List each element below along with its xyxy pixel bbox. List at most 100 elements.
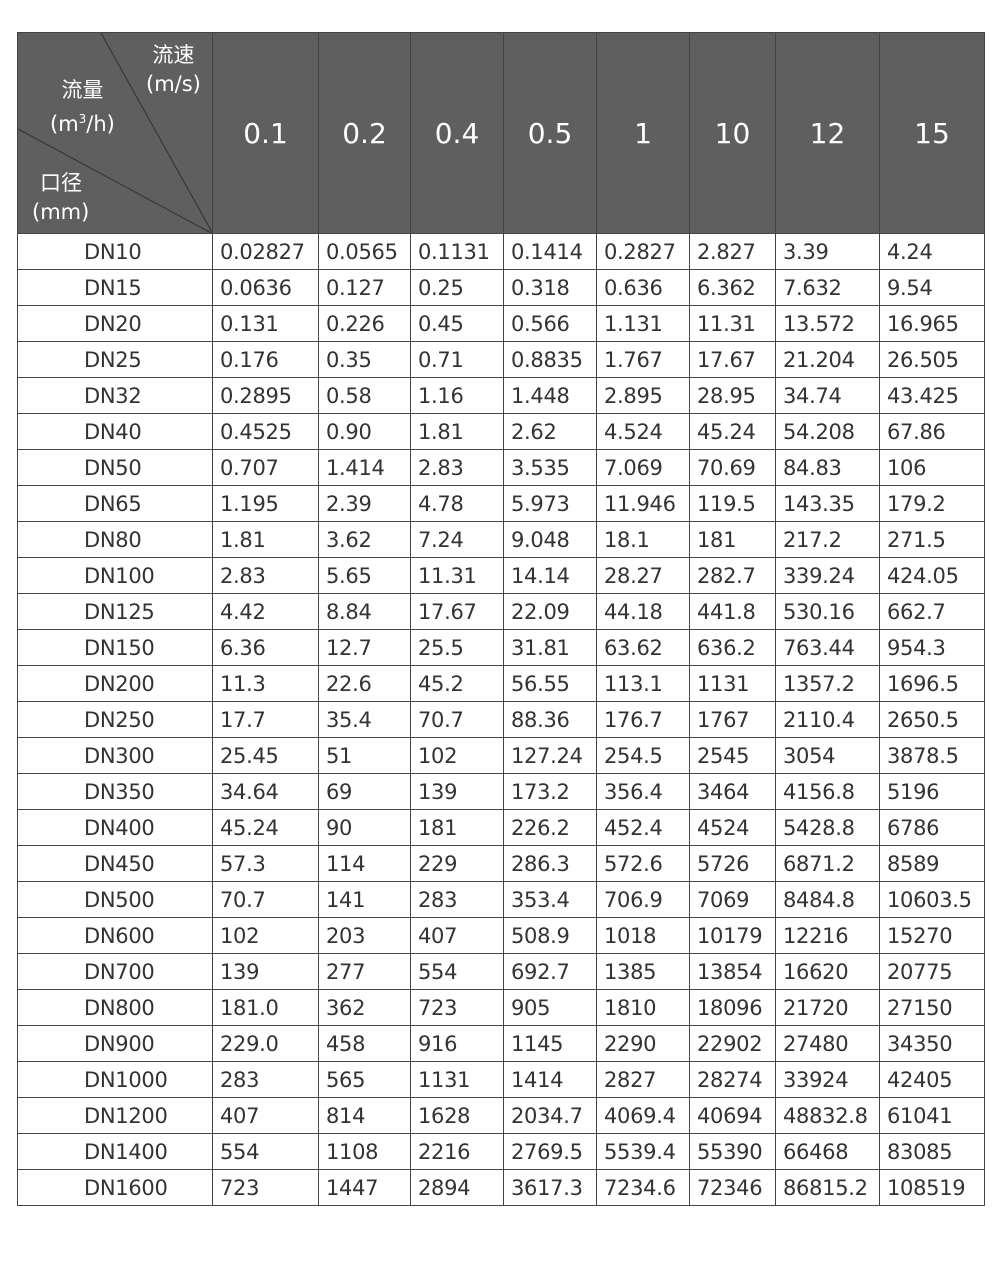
- flow-value-cell: 141: [318, 881, 411, 918]
- flow-value-cell: 1.16: [410, 377, 504, 414]
- flow-value-cell: 1357.2: [775, 665, 880, 702]
- flow-value-cell: 66468: [775, 1133, 880, 1170]
- flow-value-cell: 28.27: [596, 557, 690, 594]
- flow-value-cell: 54.208: [775, 413, 880, 450]
- table-row: DN350 34.64 69 139 173.2 356.4 3464 4156.8 5196: [17, 773, 985, 810]
- flow-value-cell: 44.18: [596, 593, 690, 630]
- table-row: DN40 0.4525 0.90 1.81 2.62 4.524 45.24 54.208 67…: [17, 413, 985, 450]
- flow-value-cell: 283: [410, 881, 504, 918]
- flow-value-cell: 10603.5: [879, 881, 985, 918]
- flow-value-cell: 1145: [503, 1025, 597, 1062]
- diameter-cell: DN250: [17, 701, 213, 738]
- flow-value-cell: 5428.8: [775, 809, 880, 846]
- flow-value-cell: 88.36: [503, 701, 597, 738]
- flow-value-cell: 90: [318, 809, 411, 846]
- flow-value-cell: 173.2: [503, 773, 597, 810]
- flow-value-cell: 70.7: [410, 701, 504, 738]
- flow-value-cell: 1447: [318, 1169, 411, 1206]
- flow-value-cell: 61041: [879, 1097, 985, 1134]
- flow-value-cell: 108519: [879, 1169, 985, 1206]
- table-row: DN400 45.24 90 181 226.2 452.4 4524 5428.8 6786: [17, 809, 985, 846]
- flow-value-cell: 2034.7: [503, 1097, 597, 1134]
- flow-value-cell: 0.35: [318, 341, 411, 378]
- flow-value-cell: 21720: [775, 989, 880, 1026]
- flow-value-cell: 458: [318, 1025, 411, 1062]
- flow-value-cell: 181: [689, 521, 776, 558]
- flow-value-cell: 0.226: [318, 305, 411, 342]
- flow-value-cell: 203: [318, 917, 411, 954]
- diameter-cell: DN800: [17, 989, 213, 1026]
- flow-value-cell: 139: [410, 773, 504, 810]
- header-row: 流速 (m/s) 流量 (m3/h) 口径 (mm) 0.1 0.2 0.4 0.5 1…: [17, 32, 985, 234]
- flow-value-cell: 8484.8: [775, 881, 880, 918]
- flow-value-cell: 1628: [410, 1097, 504, 1134]
- flow-value-cell: 0.1414: [503, 233, 597, 270]
- diameter-cell: DN1600: [17, 1169, 213, 1206]
- flow-value-cell: 407: [212, 1097, 319, 1134]
- flow-value-cell: 102: [212, 917, 319, 954]
- flow-value-cell: 34350: [879, 1025, 985, 1062]
- diameter-cell: DN1000: [17, 1061, 213, 1098]
- flow-value-cell: 27150: [879, 989, 985, 1026]
- velocity-header-10: 10: [689, 32, 776, 234]
- flow-value-cell: 2.62: [503, 413, 597, 450]
- flow-value-cell: 229.0: [212, 1025, 319, 1062]
- flow-value-cell: 0.58: [318, 377, 411, 414]
- flow-unit-tail: /h): [86, 112, 115, 136]
- diameter-cell: DN125: [17, 593, 213, 630]
- flow-value-cell: 127.24: [503, 737, 597, 774]
- flow-value-cell: 1.81: [410, 413, 504, 450]
- flow-value-cell: 45.24: [689, 413, 776, 450]
- velocity-header-12: 12: [775, 32, 880, 234]
- diameter-cell: DN80: [17, 521, 213, 558]
- flow-value-cell: 45.24: [212, 809, 319, 846]
- flow-value-cell: 16620: [775, 953, 880, 990]
- flow-value-cell: 356.4: [596, 773, 690, 810]
- flow-value-cell: 1810: [596, 989, 690, 1026]
- flow-value-cell: 282.7: [689, 557, 776, 594]
- diameter-cell: DN450: [17, 845, 213, 882]
- velocity-unit: (m/s): [146, 72, 201, 96]
- flow-value-cell: 1.767: [596, 341, 690, 378]
- flow-value-cell: 226.2: [503, 809, 597, 846]
- flow-value-cell: 3.39: [775, 233, 880, 270]
- flow-value-cell: 40694: [689, 1097, 776, 1134]
- flow-value-cell: 217.2: [775, 521, 880, 558]
- diameter-cell: DN400: [17, 809, 213, 846]
- diameter-cell: DN200: [17, 665, 213, 702]
- diameter-cell: DN15: [17, 269, 213, 306]
- flow-value-cell: 102: [410, 737, 504, 774]
- diameter-cell: DN40: [17, 413, 213, 450]
- flow-value-cell: 2.895: [596, 377, 690, 414]
- flow-value-cell: 86815.2: [775, 1169, 880, 1206]
- flow-value-cell: 3.62: [318, 521, 411, 558]
- table-row: DN32 0.2895 0.58 1.16 1.448 2.895 28.95 34.74 43…: [17, 377, 985, 414]
- flow-value-cell: 1.81: [212, 521, 319, 558]
- flow-value-cell: 9.54: [879, 269, 985, 306]
- flow-value-cell: 18.1: [596, 521, 690, 558]
- flow-value-cell: 452.4: [596, 809, 690, 846]
- flow-value-cell: 286.3: [503, 845, 597, 882]
- velocity-header-1: 1: [596, 32, 690, 234]
- flow-value-cell: 106: [879, 449, 985, 486]
- flow-value-cell: 43.425: [879, 377, 985, 414]
- flow-value-cell: 2827: [596, 1061, 690, 1098]
- flow-value-cell: 3617.3: [503, 1169, 597, 1206]
- flow-value-cell: 12216: [775, 917, 880, 954]
- flow-value-cell: 4.24: [879, 233, 985, 270]
- flow-value-cell: 2545: [689, 737, 776, 774]
- flow-value-cell: 56.55: [503, 665, 597, 702]
- flow-value-cell: 424.05: [879, 557, 985, 594]
- table-row: DN80 1.81 3.62 7.24 9.048 18.1 181 217.2 271.5: [17, 521, 985, 558]
- flow-value-cell: 229: [410, 845, 504, 882]
- flow-value-cell: 7.069: [596, 449, 690, 486]
- velocity-header-0.2: 0.2: [318, 32, 411, 234]
- velocity-header-0.5: 0.5: [503, 32, 597, 234]
- flow-value-cell: 954.3: [879, 629, 985, 666]
- flow-value-cell: 7234.6: [596, 1169, 690, 1206]
- flow-value-cell: 1767: [689, 701, 776, 738]
- flow-value-cell: 1131: [689, 665, 776, 702]
- flow-value-cell: 7.24: [410, 521, 504, 558]
- flow-value-cell: 22.09: [503, 593, 597, 630]
- flow-value-cell: 70.69: [689, 449, 776, 486]
